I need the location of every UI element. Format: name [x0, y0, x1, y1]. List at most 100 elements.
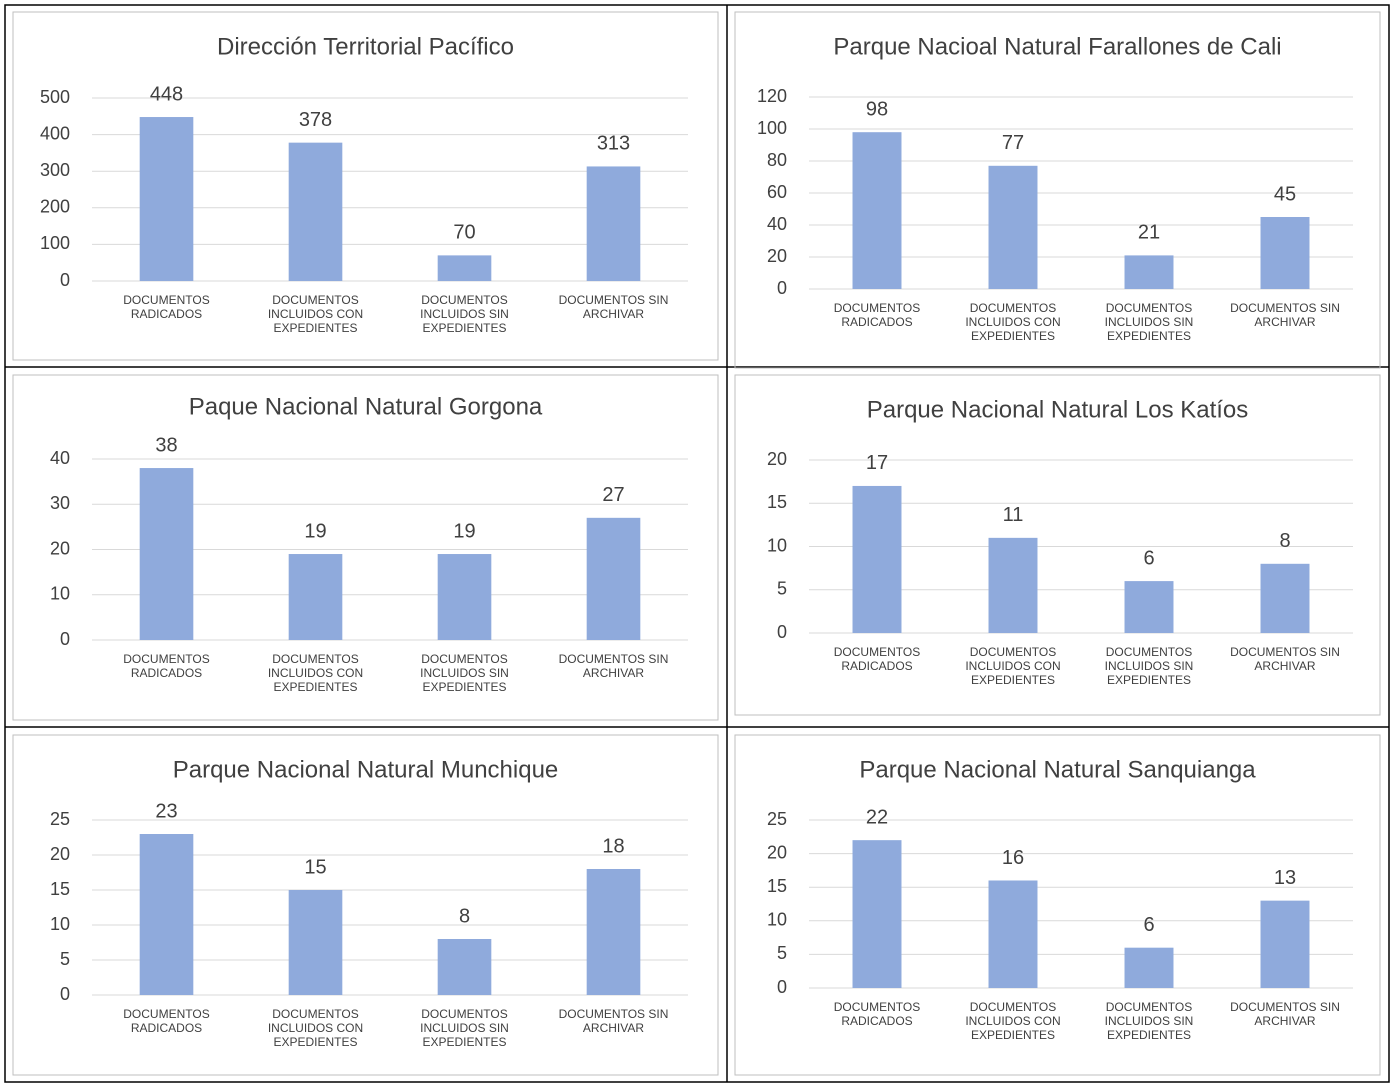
bar [1260, 217, 1310, 289]
y-tick-label: 10 [767, 535, 787, 555]
x-tick-label: DOCUMENTOS RADICADOS [833, 301, 921, 329]
bar [988, 537, 1038, 633]
y-tick-label: 80 [767, 150, 787, 170]
bar [139, 117, 194, 281]
bar [988, 165, 1038, 289]
chart-title: Parque Nacional Natural Los Katíos [867, 396, 1249, 423]
table-frame [4, 4, 1390, 1083]
x-tick-label: DOCUMENTOS INCLUIDOS SIN EXPEDIENTES [420, 652, 509, 694]
x-tick-label: DOCUMENTOS SIN ARCHIVAR [1230, 645, 1340, 673]
y-tick-label: 500 [40, 87, 70, 107]
bar [437, 554, 492, 640]
y-tick-label: 30 [50, 493, 70, 513]
bar [1260, 900, 1310, 988]
x-tick-label: DOCUMENTOS RADICADOS [833, 645, 921, 673]
x-tick-label: DOCUMENTOS SIN ARCHIVAR [558, 652, 669, 680]
x-tick-label: DOCUMENTOS RADICADOS [833, 1000, 921, 1028]
y-tick-label: 100 [40, 233, 70, 253]
data-label: 19 [453, 520, 475, 542]
y-tick-label: 5 [777, 579, 787, 599]
x-tick-label: DOCUMENTOS INCLUIDOS CON EXPEDIENTES [965, 301, 1061, 343]
chart-title: Dirección Territorial Pacífico [217, 33, 514, 60]
y-tick-label: 20 [767, 246, 787, 266]
x-tick-label: DOCUMENTOS INCLUIDOS SIN EXPEDIENTES [420, 1007, 509, 1049]
y-tick-label: 120 [757, 86, 787, 106]
data-label: 19 [304, 520, 326, 542]
chart-title: Parque Nacioal Natural Farallones de Cal… [833, 33, 1281, 60]
x-tick-label: DOCUMENTOS INCLUIDOS SIN EXPEDIENTES [1104, 301, 1194, 343]
bar [1124, 255, 1174, 289]
data-label: 8 [459, 905, 470, 927]
y-tick-label: 40 [50, 448, 70, 468]
data-label: 16 [1002, 847, 1024, 869]
data-label: 448 [150, 83, 183, 105]
x-tick-label: DOCUMENTOS INCLUIDOS CON EXPEDIENTES [267, 1007, 364, 1049]
y-tick-label: 400 [40, 123, 70, 143]
x-tick-label: DOCUMENTOS SIN ARCHIVAR [1230, 301, 1340, 329]
x-tick-label: DOCUMENTOS RADICADOS [123, 652, 210, 680]
bar [437, 939, 492, 995]
chart-box [734, 734, 1381, 1076]
bar [288, 554, 343, 640]
data-label: 13 [1274, 867, 1296, 889]
x-tick-label: DOCUMENTOS RADICADOS [123, 1007, 210, 1035]
bar [1124, 947, 1174, 988]
bar [852, 840, 902, 988]
data-label: 77 [1002, 132, 1024, 154]
y-tick-label: 20 [767, 842, 787, 862]
y-tick-label: 10 [767, 910, 787, 930]
data-label: 23 [155, 800, 177, 822]
data-label: 21 [1138, 222, 1160, 244]
bar [586, 517, 641, 640]
data-label: 313 [597, 133, 630, 155]
x-tick-label: DOCUMENTOS SIN ARCHIVAR [558, 1007, 669, 1035]
bar [586, 166, 641, 281]
data-label: 45 [1274, 183, 1296, 205]
y-tick-label: 20 [50, 538, 70, 558]
chart-title: Parque Nacional Natural Sanquianga [859, 756, 1256, 783]
data-label: 98 [866, 98, 888, 120]
data-label: 38 [155, 434, 177, 456]
y-tick-label: 0 [777, 278, 787, 298]
y-tick-label: 25 [50, 809, 70, 829]
x-tick-label: DOCUMENTOS INCLUIDOS CON EXPEDIENTES [267, 652, 364, 694]
data-label: 15 [304, 856, 326, 878]
bar [852, 132, 902, 289]
y-tick-label: 300 [40, 160, 70, 180]
y-tick-label: 100 [757, 118, 787, 138]
bar [1124, 581, 1174, 633]
bar [139, 834, 194, 995]
x-tick-label: DOCUMENTOS SIN ARCHIVAR [1230, 1000, 1340, 1028]
bar [1260, 563, 1310, 633]
bar [586, 869, 641, 995]
bar [288, 142, 343, 281]
x-tick-label: DOCUMENTOS INCLUIDOS CON EXPEDIENTES [267, 293, 364, 335]
bar [988, 880, 1038, 988]
bar [852, 485, 902, 633]
y-tick-label: 60 [767, 182, 787, 202]
y-tick-label: 0 [60, 984, 70, 1004]
y-tick-label: 5 [777, 943, 787, 963]
data-label: 11 [1003, 504, 1024, 526]
x-tick-label: DOCUMENTOS INCLUIDOS SIN EXPEDIENTES [1104, 645, 1194, 687]
bar [288, 890, 343, 995]
bar [139, 468, 194, 640]
x-tick-label: DOCUMENTOS INCLUIDOS SIN EXPEDIENTES [420, 293, 509, 335]
y-tick-label: 0 [777, 622, 787, 642]
data-label: 18 [602, 835, 624, 857]
y-tick-label: 20 [767, 449, 787, 469]
chart-box [12, 734, 719, 1076]
x-tick-label: DOCUMENTOS INCLUIDOS CON EXPEDIENTES [965, 645, 1061, 687]
data-label: 70 [453, 222, 475, 244]
y-tick-label: 20 [50, 844, 70, 864]
y-tick-label: 40 [767, 214, 787, 234]
chart-box [12, 374, 719, 721]
chart-box [734, 374, 1381, 716]
data-label: 17 [866, 452, 888, 474]
y-tick-label: 15 [50, 879, 70, 899]
bar [437, 255, 492, 281]
x-tick-label: DOCUMENTOS SIN ARCHIVAR [558, 293, 669, 321]
x-tick-label: DOCUMENTOS INCLUIDOS SIN EXPEDIENTES [1104, 1000, 1194, 1042]
